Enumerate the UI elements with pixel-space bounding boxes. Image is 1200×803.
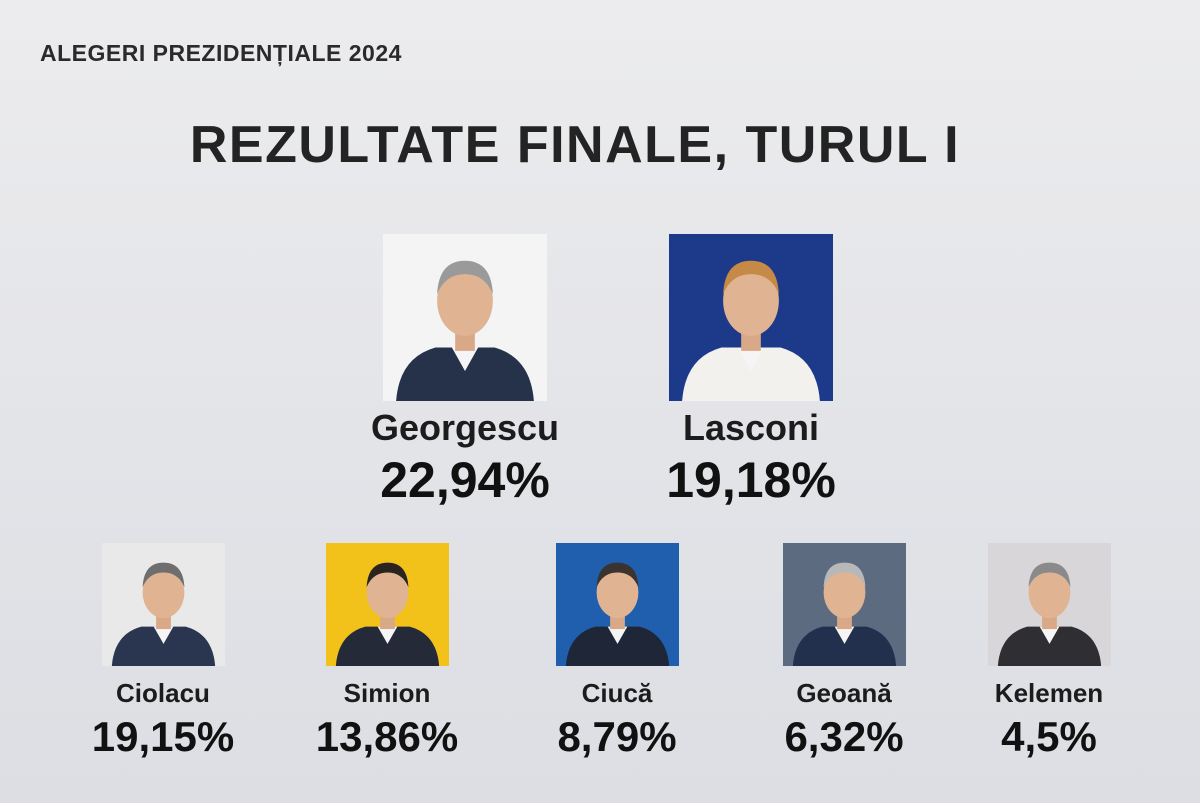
candidate-percent: 4,5%	[1001, 713, 1097, 760]
portrait-icon	[565, 562, 669, 666]
candidate-photo	[101, 543, 225, 666]
candidate-percent: 13,86%	[315, 713, 459, 760]
page-subtitle: ALEGERI PREZIDENȚIALE 2024	[40, 40, 402, 66]
portrait-icon	[335, 562, 439, 666]
candidate-card-simion: Simion 13,86%	[296, 543, 478, 761]
candidate-photo	[782, 543, 906, 666]
portrait-icon	[792, 562, 896, 666]
candidate-percent: 22,94%	[380, 452, 550, 508]
portrait-icon	[396, 260, 534, 401]
candidate-card-lasconi: Lasconi 19,18%	[636, 234, 866, 509]
candidate-photo	[555, 543, 679, 666]
candidate-name: Lasconi	[682, 407, 820, 448]
candidate-photo	[325, 543, 449, 666]
candidate-card-georgescu: Georgescu 22,94%	[350, 234, 580, 509]
portrait-icon	[997, 562, 1101, 666]
candidate-card-ciuca: Ciucă 8,79%	[526, 543, 708, 761]
candidate-card-ciolacu: Ciolacu 19,15%	[72, 543, 254, 761]
portrait-icon	[111, 562, 215, 666]
candidate-name: Ciolacu	[116, 678, 210, 708]
candidate-percent: 19,15%	[91, 713, 235, 760]
candidate-name: Georgescu	[370, 407, 560, 448]
candidate-card-geoana: Geoană 6,32%	[753, 543, 935, 761]
page-title: REZULTATE FINALE, TURUL I	[189, 116, 961, 174]
candidate-percent: 8,79%	[557, 713, 677, 760]
candidate-name: Geoană	[796, 678, 892, 708]
candidate-card-kelemen: Kelemen 4,5%	[958, 543, 1140, 761]
candidate-name: Ciucă	[581, 678, 653, 708]
candidate-name: Simion	[343, 678, 431, 708]
candidate-photo	[987, 543, 1111, 666]
candidate-percent: 6,32%	[784, 713, 904, 760]
candidate-percent: 19,18%	[666, 452, 836, 508]
portrait-icon	[682, 260, 820, 401]
candidate-name: Kelemen	[994, 678, 1104, 708]
candidate-photo	[669, 234, 833, 401]
candidate-photo	[383, 234, 547, 401]
